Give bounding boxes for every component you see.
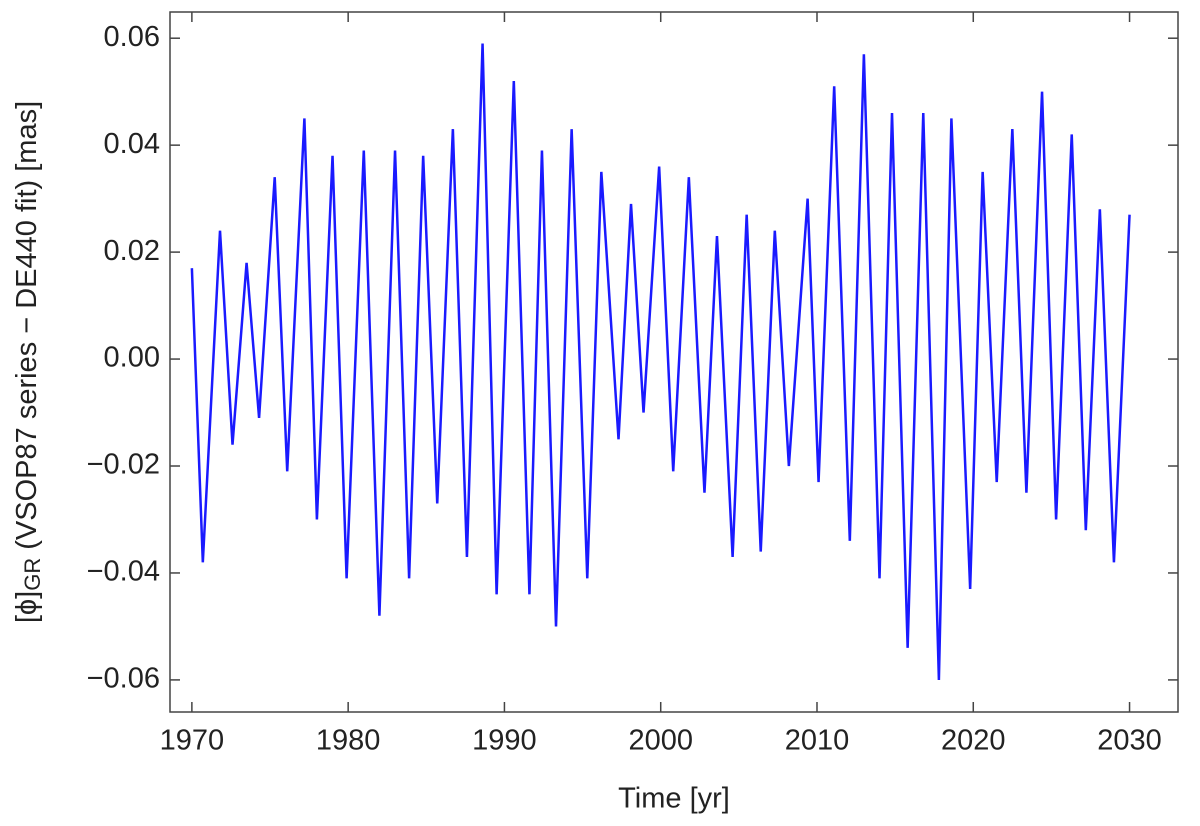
x-tick-label: 2010 <box>785 725 850 757</box>
x-axis-label: Time [yr] <box>618 783 730 815</box>
y-axis-label: [ϕ]GR (VSOP87 series − DE440 fit) [mas] <box>11 101 45 623</box>
y-tick-label: 0.06 <box>104 21 160 53</box>
y-tick-label: −0.06 <box>87 663 160 695</box>
x-tick-label: 2020 <box>941 725 1006 757</box>
data-line <box>190 43 1131 680</box>
x-tick-label: 2000 <box>628 725 693 757</box>
x-tick-label: 1970 <box>160 725 225 757</box>
x-tick-label: 2030 <box>1097 725 1162 757</box>
y-tick-label: 0.02 <box>104 235 160 267</box>
plot-frame <box>169 11 1179 713</box>
y-label-sub: GR <box>20 558 45 591</box>
y-tick-label: 0.04 <box>104 128 160 160</box>
y-tick-label: 0.00 <box>104 342 160 374</box>
y-label-rest: (VSOP87 series − DE440 fit) [mas] <box>11 101 43 558</box>
y-tick-label: −0.04 <box>87 556 160 588</box>
x-tick-label: 1990 <box>472 725 537 757</box>
y-tick-label: −0.02 <box>87 449 160 481</box>
y-label-main: [ϕ] <box>11 591 43 623</box>
x-tick-label: 1980 <box>316 725 381 757</box>
